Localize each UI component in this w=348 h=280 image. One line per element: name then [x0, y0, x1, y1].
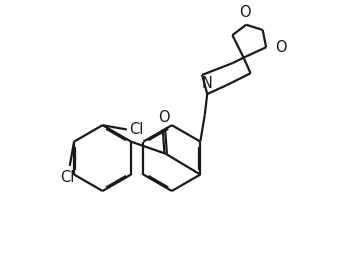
Text: N: N — [202, 76, 213, 90]
Text: Cl: Cl — [60, 170, 74, 185]
Text: O: O — [239, 4, 250, 20]
Text: O: O — [275, 40, 286, 55]
Text: Cl: Cl — [129, 122, 144, 137]
Text: O: O — [158, 110, 170, 125]
